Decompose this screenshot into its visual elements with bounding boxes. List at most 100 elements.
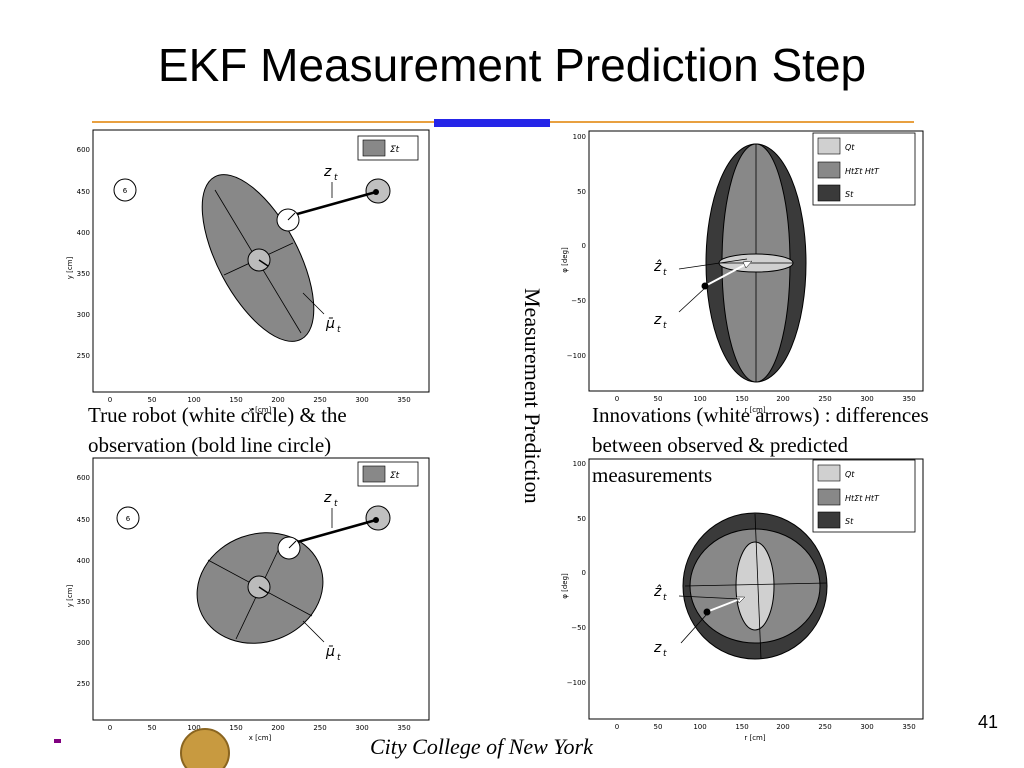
- y-tick-label: 250: [77, 352, 90, 360]
- x-tick-label: 300: [860, 395, 873, 403]
- x-tick-label: 250: [818, 395, 831, 403]
- x-tick-labels: 0 50 100 150 200 250 300 350: [108, 396, 411, 404]
- x-tick-label: 150: [735, 395, 748, 403]
- plot-measurement-space-bottom: 100 50 0 −50 −100 0 50 100 150 200 250 3…: [561, 458, 924, 742]
- landmark-id: 6: [123, 187, 128, 195]
- x-tick-label: 250: [313, 396, 326, 404]
- college-seal-icon: [180, 728, 230, 768]
- landmark-id: 6: [126, 515, 131, 523]
- x-tick-label: 300: [355, 396, 368, 404]
- y-tick-labels: 600 450 400 350 300 250: [77, 146, 90, 360]
- x-tick-label: 150: [229, 396, 242, 404]
- x-tick-labels: 0 50 100 150 200 250 300 350: [108, 724, 411, 732]
- y-tick-label: 300: [77, 639, 90, 647]
- plot-robot-pose-top: 600 450 400 350 300 250 0 50 100 150 200…: [66, 129, 430, 414]
- y-tick-label: 100: [573, 133, 586, 141]
- legend-label: St: [845, 190, 854, 199]
- x-tick-label: 350: [902, 723, 915, 731]
- label-z-sub: t: [334, 173, 338, 183]
- y-tick-labels: 100 50 0 −50 −100: [567, 133, 586, 360]
- label-zhat: ẑ: [653, 259, 662, 275]
- landmark-circle: [116, 506, 140, 530]
- y-axis-label: y [cm]: [66, 256, 74, 279]
- x-tick-label: 200: [776, 395, 789, 403]
- plot-robot-pose-bottom: 600 450 400 350 300 250 0 50 100 150 200…: [66, 457, 430, 742]
- footer-institution: City College of New York: [370, 734, 593, 759]
- slide-title: EKF Measurement Prediction Step: [157, 39, 867, 91]
- legend-label: Qt: [845, 143, 855, 152]
- x-tick-label: 350: [902, 395, 915, 403]
- legend: Σ̄t: [357, 461, 419, 487]
- x-tick-label: 350: [397, 396, 410, 404]
- observed-measurement-point: [701, 282, 709, 290]
- legend: Qt HtΣ̄t HtT St: [812, 132, 916, 206]
- x-tick-label: 0: [615, 723, 619, 731]
- x-tick-label: 50: [654, 723, 663, 731]
- label-mu: μ̄: [325, 316, 335, 332]
- x-tick-label: 0: [615, 395, 619, 403]
- caption-line: True robot (white circle) & the: [88, 403, 347, 427]
- y-axis-label: y [cm]: [66, 584, 74, 607]
- y-axis-label: φ [deg]: [561, 247, 569, 273]
- plot-measurement-space-top: 100 50 0 −50 −100 0 50 100 150 200 250 3…: [561, 130, 924, 414]
- label-z: z: [653, 640, 662, 656]
- label-zhat: ẑ: [653, 584, 662, 600]
- x-tick-label: 100: [187, 724, 200, 732]
- observed-measurement-point: [703, 608, 711, 616]
- x-tick-label: 350: [397, 724, 410, 732]
- label-z-sub: t: [663, 321, 667, 331]
- label-zhat-sub: t: [663, 268, 667, 278]
- x-tick-label: 200: [271, 396, 284, 404]
- vertical-section-label: Measurement Prediction: [520, 288, 545, 504]
- x-tick-labels: 0 50 100 150 200 250 300 350: [615, 723, 916, 731]
- y-tick-label: 350: [77, 270, 90, 278]
- title-accent-bar: [434, 119, 550, 127]
- observation-line: [293, 518, 377, 545]
- y-axis-label: φ [deg]: [561, 573, 569, 599]
- x-axis-label: x [cm]: [249, 406, 272, 414]
- y-tick-label: 50: [577, 188, 586, 196]
- legend-label: Σ̄t: [390, 145, 400, 155]
- y-tick-label: 600: [77, 146, 90, 154]
- x-tick-label: 50: [148, 724, 157, 732]
- x-axis-label: x [cm]: [249, 734, 272, 742]
- x-tick-label: 150: [735, 723, 748, 731]
- x-tick-label: 200: [271, 724, 284, 732]
- y-tick-label: 400: [77, 557, 90, 565]
- measurement-noise-qt: [735, 541, 775, 631]
- label-mu-sub: t: [337, 653, 341, 663]
- y-tick-label: −50: [571, 297, 586, 305]
- y-tick-labels: 600 450 400 350 300 250: [77, 474, 90, 688]
- x-tick-label: 100: [693, 723, 706, 731]
- y-tick-label: 600: [77, 474, 90, 482]
- x-tick-label: 0: [108, 396, 112, 404]
- x-tick-label: 100: [187, 396, 200, 404]
- legend: Σ̄t: [357, 135, 419, 161]
- x-tick-label: 100: [693, 395, 706, 403]
- x-tick-label: 250: [313, 724, 326, 732]
- y-tick-label: 350: [77, 598, 90, 606]
- x-tick-label: 250: [818, 723, 831, 731]
- observation-endpoint: [373, 189, 379, 195]
- caption-line: observation (bold line circle): [88, 433, 332, 457]
- y-tick-label: 450: [77, 516, 90, 524]
- footer-bullet: [54, 739, 61, 743]
- label-z: z: [323, 490, 332, 506]
- x-tick-label: 50: [148, 396, 157, 404]
- y-tick-label: 50: [577, 515, 586, 523]
- x-tick-label: 0: [108, 724, 112, 732]
- y-tick-label: 400: [77, 229, 90, 237]
- y-tick-label: 100: [573, 460, 586, 468]
- y-tick-label: 450: [77, 188, 90, 196]
- x-tick-labels: 0 50 100 150 200 250 300 350: [615, 395, 916, 403]
- x-tick-label: 300: [860, 723, 873, 731]
- label-z: z: [653, 312, 662, 328]
- x-tick-label: 300: [355, 724, 368, 732]
- label-zhat-sub: t: [663, 593, 667, 603]
- label-z-sub: t: [334, 499, 338, 509]
- caption-line: between observed & predicted: [592, 433, 848, 457]
- y-tick-label: 0: [582, 242, 586, 250]
- observation-line: [289, 190, 377, 218]
- y-tick-label: −100: [567, 352, 586, 360]
- legend: Qt HtΣ̄t HtT St: [812, 459, 916, 533]
